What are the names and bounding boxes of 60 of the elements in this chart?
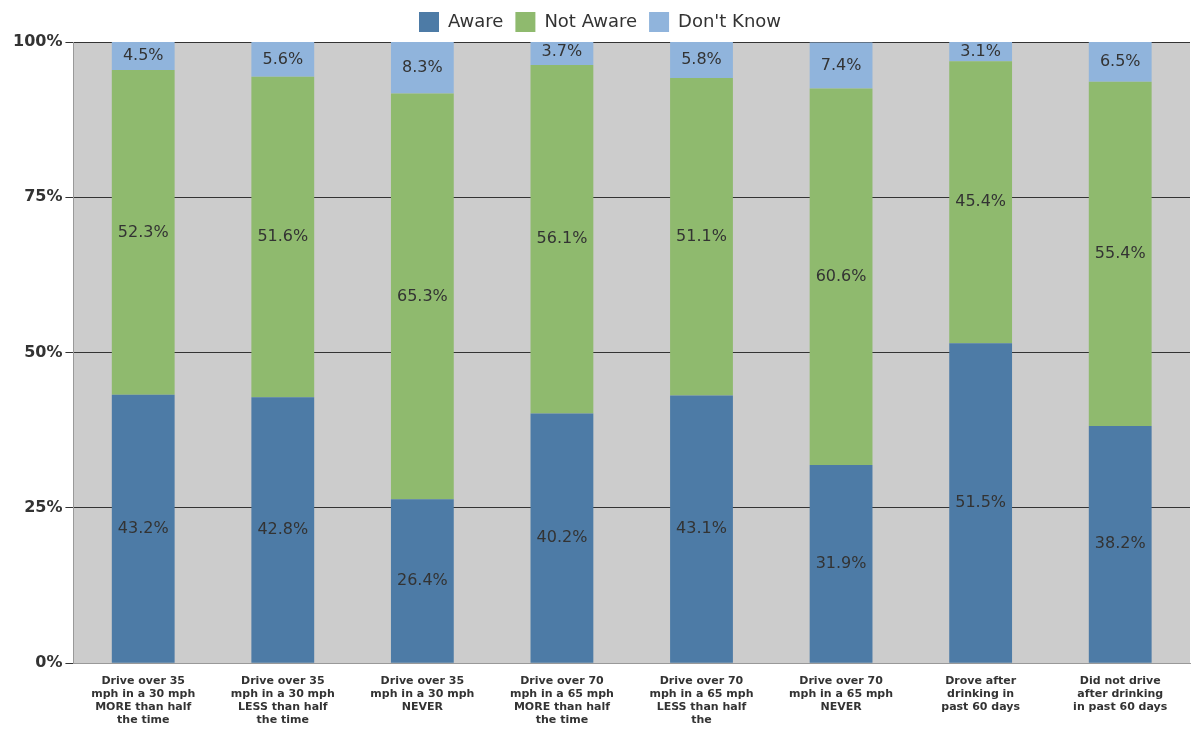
y-tick-label: 50%	[24, 341, 63, 361]
bar	[809, 42, 873, 89]
data-label: 51.5%	[955, 492, 1007, 512]
bar	[670, 78, 733, 396]
y-tick-label: 25%	[24, 497, 63, 517]
bar	[1088, 425, 1152, 663]
data-label: 40.2%	[536, 527, 588, 547]
bar	[949, 61, 1013, 344]
data-label: 6.5%	[1099, 50, 1141, 70]
data-label: 38.2%	[1094, 533, 1146, 553]
data-label: 3.1%	[960, 41, 1001, 61]
data-label: 52.3%	[117, 221, 169, 241]
x-tick-label: Drive over 35 mph in a 30 mph LESS than half the time	[230, 673, 335, 727]
bar	[809, 88, 873, 466]
bar	[670, 395, 733, 663]
data-label: 5.8%	[681, 49, 722, 69]
bar	[251, 76, 315, 398]
bar	[530, 64, 594, 414]
bar	[1088, 42, 1152, 82]
x-tick-label: Drive over 35 mph in a 30 mph NEVER	[370, 673, 475, 714]
data-label: 5.6%	[262, 48, 304, 68]
data-label: 51.1%	[676, 225, 727, 245]
bar	[111, 69, 175, 395]
data-label: 8.3%	[402, 56, 443, 76]
x-tick-label: Drive over 35 mph in a 30 mph MORE than half the time	[91, 673, 196, 727]
x-tick-label: Drive over 70 mph in a 65 mph NEVER	[789, 673, 894, 714]
y-tick-label: 0%	[35, 652, 63, 672]
bar	[809, 465, 873, 663]
y-tick-label: 100%	[12, 31, 63, 51]
data-label: 55.4%	[1094, 242, 1146, 262]
data-label: 56.1%	[536, 228, 588, 248]
bar	[111, 394, 175, 663]
x-tick-label: Drive over 70 mph in a 65 mph MORE than half the time	[509, 673, 614, 727]
data-label: 7.4%	[820, 54, 862, 74]
bar	[390, 42, 454, 94]
data-label: 42.8%	[257, 519, 309, 539]
bar	[1088, 81, 1152, 426]
x-tick-label: Did not drive after drinking in past 60 days	[1073, 673, 1168, 714]
data-label: 45.4%	[955, 191, 1007, 211]
bar	[251, 397, 315, 663]
x-tick-label: Drove after drinking in past 60 days	[941, 673, 1021, 714]
legend-label: Not Aware	[544, 9, 638, 31]
data-label: 43.2%	[117, 517, 169, 537]
bar	[530, 413, 594, 663]
data-label: 26.4%	[396, 570, 448, 590]
bar	[251, 42, 315, 77]
data-label: 65.3%	[396, 285, 448, 305]
data-label: 4.5%	[122, 45, 164, 65]
data-label: 60.6%	[815, 265, 867, 285]
data-label: 51.6%	[257, 226, 309, 246]
data-label: 31.9%	[815, 553, 867, 573]
bar	[390, 499, 454, 663]
x-tick-label: Drive over 70 mph in a 65 mph LESS than half the	[649, 673, 754, 727]
bar	[949, 343, 1013, 663]
data-label: 43.1%	[676, 518, 727, 538]
data-label: 3.7%	[541, 41, 583, 61]
legend-label: Don't Know	[678, 9, 782, 31]
legend-label: Aware	[447, 9, 504, 31]
y-tick-label: 75%	[24, 186, 63, 206]
bar	[390, 93, 454, 500]
